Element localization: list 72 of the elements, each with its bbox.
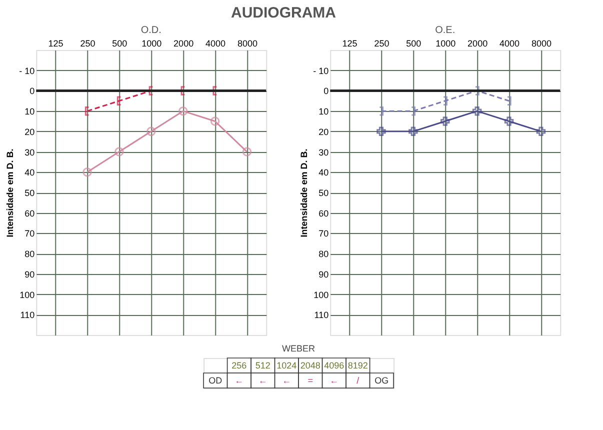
text: AUDIOGRAMA — [230, 4, 336, 22]
y-tick-label: 50 — [318, 188, 329, 198]
y-tick-label: - 10 — [313, 66, 329, 76]
y-tick-label: 100 — [314, 290, 329, 300]
point — [536, 126, 546, 136]
y-tick-label: 70 — [24, 228, 35, 239]
chart-title: O.D. — [140, 25, 162, 36]
y-tick-label: 10 — [318, 106, 329, 117]
text: 512 — [255, 360, 270, 370]
y-tick-label: 60 — [24, 208, 35, 218]
point — [146, 126, 156, 136]
x-tick-label: 2000 — [174, 38, 194, 48]
text: 8192 — [348, 360, 368, 370]
text: OG — [374, 376, 389, 386]
point — [210, 116, 220, 126]
text: 2048 — [300, 360, 320, 370]
y-tick-label: 20 — [318, 126, 329, 137]
point — [472, 106, 482, 116]
y-tick-label: 50 — [24, 188, 35, 198]
chart-title: O.E. — [435, 25, 456, 36]
x-tick-label: 500 — [112, 38, 128, 48]
x-tick-label: 500 — [406, 38, 422, 48]
text: / — [356, 376, 360, 386]
y-tick-label: 40 — [318, 168, 329, 178]
x-tick-label: 4000 — [500, 38, 520, 48]
y-tick-label: 30 — [318, 147, 329, 158]
text: WEBER — [282, 344, 316, 354]
x-tick-label: 125 — [48, 38, 64, 48]
x-tick-label: 125 — [342, 38, 358, 48]
text: ← — [234, 376, 244, 386]
x-tick-label: 8000 — [237, 38, 258, 48]
point — [82, 168, 92, 177]
point — [178, 106, 188, 116]
text: ← — [330, 376, 339, 386]
x-tick-label: 2000 — [468, 38, 488, 48]
x-tick-label: 4000 — [206, 38, 226, 48]
y-axis-title: Intensidade em D. B. — [5, 148, 16, 238]
point — [242, 147, 252, 156]
text: 4096 — [324, 360, 344, 370]
y-tick-label: 10 — [24, 106, 35, 117]
y-tick-label: 0 — [30, 86, 35, 96]
y-axis-title: Intensidade em D. B. — [299, 148, 310, 238]
text: = — [308, 376, 314, 386]
point — [376, 126, 386, 136]
x-tick-label: 250 — [374, 38, 390, 48]
y-tick-label: 30 — [24, 147, 35, 158]
y-tick-label: 80 — [24, 249, 35, 260]
x-tick-label: 8000 — [531, 38, 552, 48]
x-tick-label: 1000 — [142, 38, 162, 48]
y-tick-label: 90 — [318, 269, 329, 280]
text: ← — [258, 376, 268, 386]
y-tick-label: 40 — [24, 168, 35, 178]
y-tick-label: 20 — [24, 126, 35, 137]
text: 256 — [232, 360, 247, 370]
y-tick-label: 80 — [318, 249, 329, 260]
x-tick-label: 1000 — [436, 38, 456, 48]
y-tick-label: 110 — [20, 310, 35, 320]
y-tick-label: 90 — [24, 269, 35, 280]
point — [408, 126, 418, 136]
point — [114, 147, 124, 156]
point — [504, 116, 514, 126]
y-tick-label: - 10 — [19, 66, 35, 76]
x-tick-label: 250 — [80, 38, 96, 48]
text: ← — [282, 376, 292, 386]
y-tick-label: 0 — [324, 86, 329, 96]
y-tick-label: 70 — [318, 228, 329, 239]
text: OD — [208, 376, 223, 386]
point — [440, 116, 450, 126]
y-tick-label: 60 — [318, 208, 329, 218]
text: 1024 — [276, 360, 297, 370]
y-tick-label: 110 — [314, 310, 329, 320]
y-tick-label: 100 — [20, 290, 35, 300]
